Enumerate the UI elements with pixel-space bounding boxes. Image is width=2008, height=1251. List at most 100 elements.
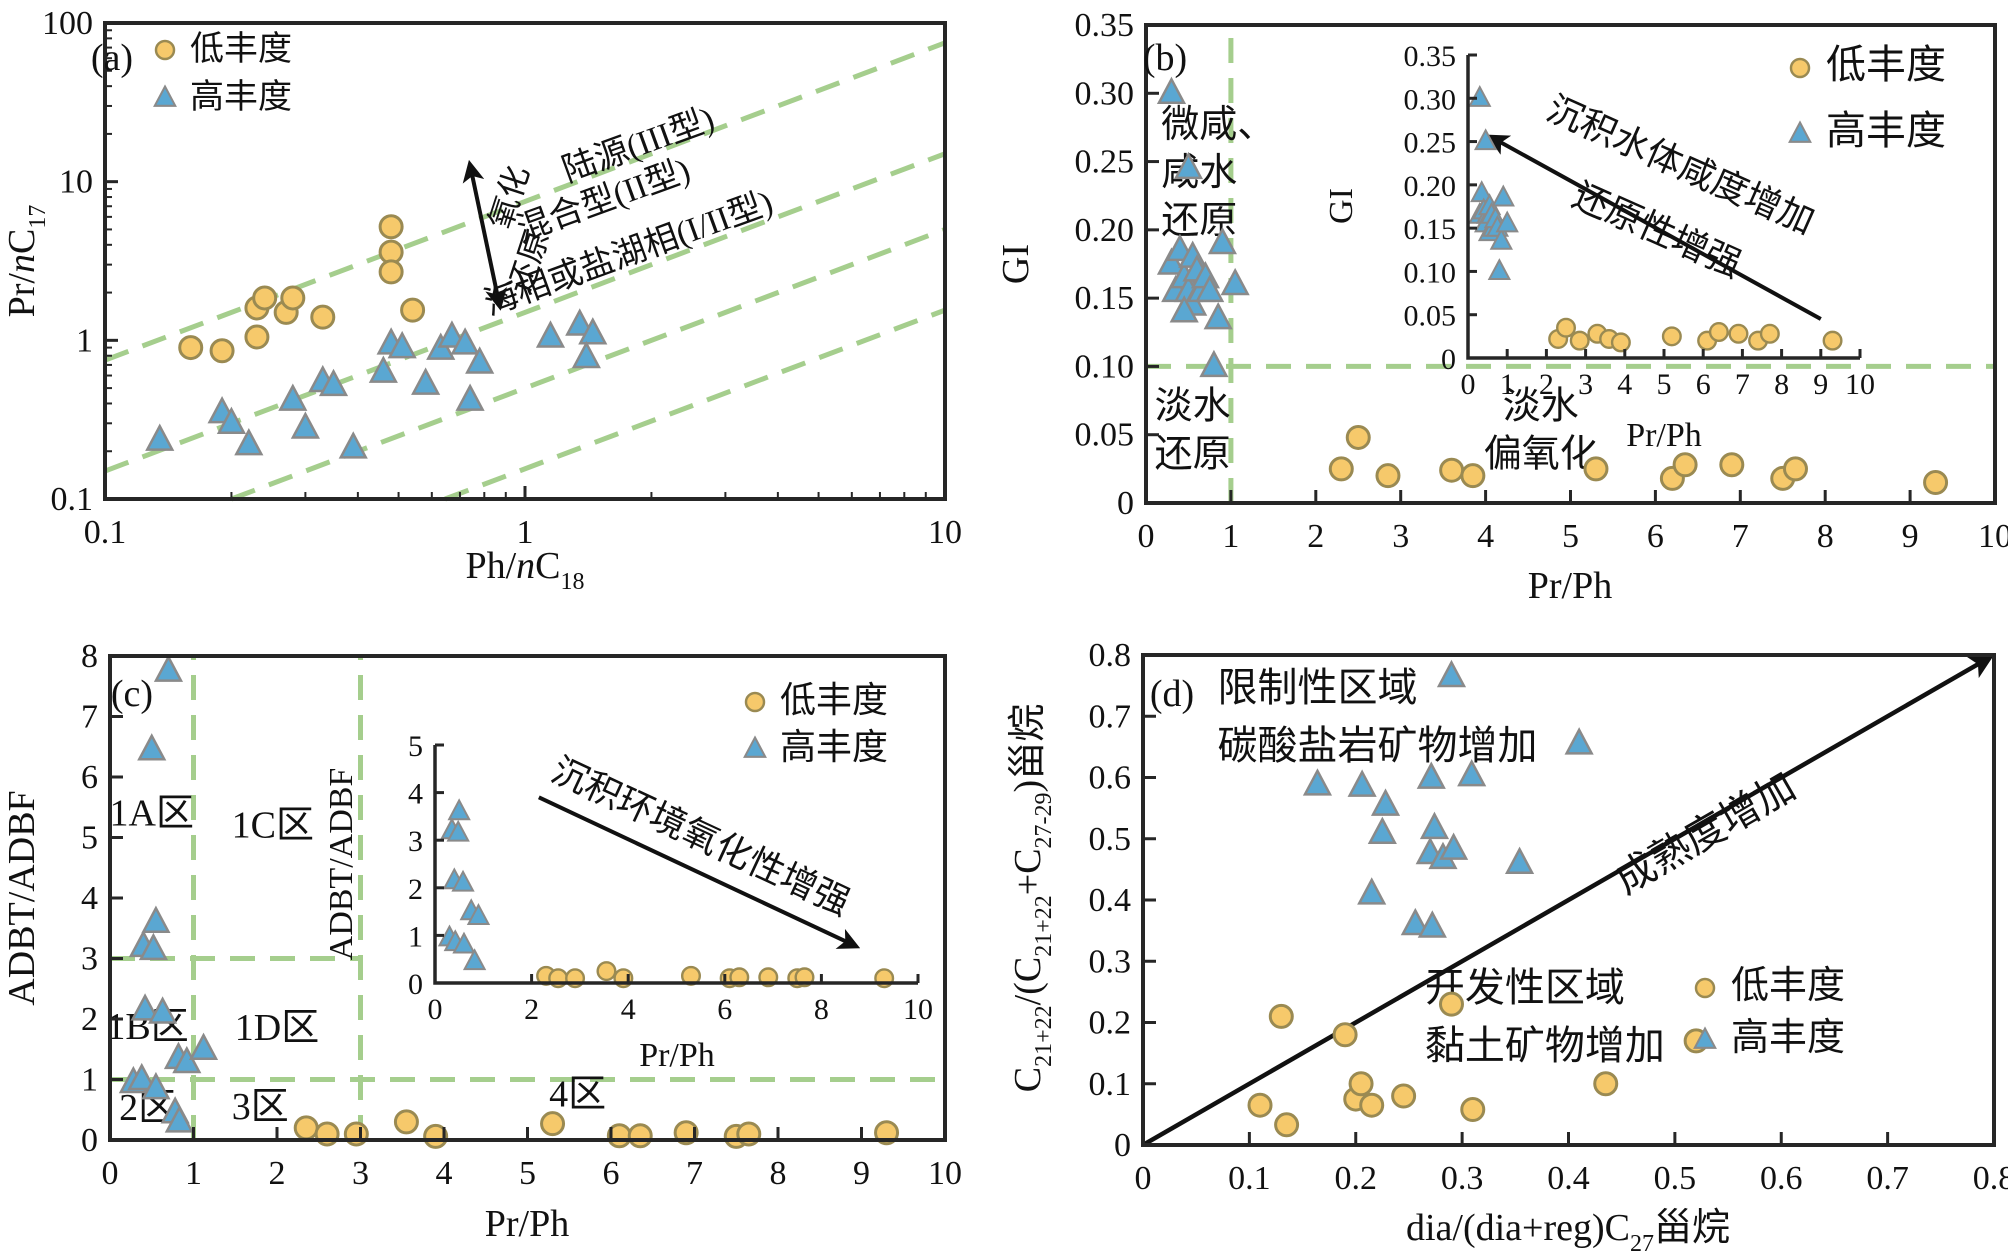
y-tick-label: 0.15 xyxy=(1075,280,1135,317)
x-tick-label: 9 xyxy=(1813,368,1828,401)
trend-arrow xyxy=(1486,134,1822,321)
x-tick-label: 4 xyxy=(1617,368,1632,401)
data-point-low xyxy=(252,285,278,311)
y-tick-label: 0.20 xyxy=(1075,212,1135,249)
legend-label-high: 高丰度 xyxy=(1731,1017,1845,1059)
annotation-text: 成熟度增加 xyxy=(1608,764,1804,903)
x-tick-label: 6 xyxy=(1647,518,1664,555)
data-point-high xyxy=(1439,832,1469,860)
x-tick-label: 3 xyxy=(352,1155,369,1192)
y-axis-title: ADBT/ADBF xyxy=(1,790,43,1005)
y-tick-label: 0.5 xyxy=(1089,821,1132,858)
x-axis-title: Pr/Ph xyxy=(1626,417,1702,454)
x-tick-label: 3 xyxy=(1392,518,1409,555)
x-axis-title: Pr/Ph xyxy=(1528,565,1612,607)
data-point-high xyxy=(172,1045,202,1074)
legend-triangle-icon xyxy=(743,735,767,758)
data-point-low xyxy=(1661,326,1682,347)
guide-dashed-line xyxy=(104,40,946,363)
x-axis-title: Pr/Ph xyxy=(639,1037,715,1074)
data-point-high xyxy=(1419,811,1450,840)
data-point-high xyxy=(1302,768,1333,796)
y-tick-label: 100 xyxy=(42,5,93,42)
data-point-high xyxy=(164,1105,194,1133)
data-point-low xyxy=(1759,323,1780,344)
data-point-low xyxy=(393,1109,419,1135)
x-tick-label: 4 xyxy=(621,993,636,1026)
x-tick-label: 10 xyxy=(1845,368,1875,401)
y-tick-label: 0.4 xyxy=(1089,882,1132,919)
data-point-high xyxy=(571,340,601,369)
data-point-high xyxy=(452,931,476,954)
annotation-text: 限制性区域碳酸盐岩矿物增加 xyxy=(1217,665,1537,768)
data-point-high xyxy=(1173,151,1204,180)
legend-label-high: 高丰度 xyxy=(780,727,888,767)
x-tick-label: 10 xyxy=(928,1155,962,1192)
data-point-low xyxy=(1332,1022,1358,1048)
x-tick-label: 6 xyxy=(717,993,732,1026)
data-point-high xyxy=(565,308,595,336)
y-axis-title: Pr/nC17 xyxy=(1,205,51,318)
x-tick-label: 2 xyxy=(1307,518,1324,555)
annotation-text: 淡水还原 xyxy=(1155,385,1231,475)
x-tick-label: 0.4 xyxy=(1547,1160,1590,1197)
annotation-text: 1A区 xyxy=(110,792,194,834)
data-point-low xyxy=(1593,1071,1619,1097)
data-point-high xyxy=(1436,659,1467,688)
data-point-high xyxy=(137,733,167,761)
x-tick-label: 10 xyxy=(903,993,933,1026)
data-point-high xyxy=(1370,788,1401,816)
y-tick-label: 0.15 xyxy=(1404,213,1457,246)
data-point-low xyxy=(1555,317,1576,338)
data-point-high xyxy=(278,383,308,411)
data-point-high xyxy=(1417,910,1447,938)
data-point-high xyxy=(1489,227,1513,250)
y-tick-label: 5 xyxy=(81,820,98,857)
y-tick-label: 0.25 xyxy=(1404,127,1457,160)
data-point-high xyxy=(466,903,491,925)
data-point-low xyxy=(1391,1083,1417,1109)
y-tick-label: 0.05 xyxy=(1404,300,1457,333)
data-point-low xyxy=(378,214,404,240)
y-axis-title: GI xyxy=(995,244,1037,284)
x-axis-title: Pr/Ph xyxy=(485,1203,569,1245)
legend-label-high: 高丰度 xyxy=(190,78,292,116)
data-point-high xyxy=(387,330,417,359)
data-point-high xyxy=(127,1062,157,1091)
data-point-high xyxy=(1156,76,1187,105)
x-tick-label: 0.7 xyxy=(1866,1160,1909,1197)
data-point-low xyxy=(1460,463,1486,489)
trend-arrow xyxy=(462,159,507,311)
x-tick-label: 0 xyxy=(102,1155,119,1192)
annotation-text: 淡水偏氧化 xyxy=(1484,385,1598,475)
data-point-high xyxy=(153,654,184,682)
data-point-high xyxy=(338,431,368,459)
panel-tag: (a) xyxy=(91,37,133,79)
data-point-low xyxy=(1247,1092,1273,1118)
data-point-high xyxy=(1195,274,1225,303)
legend-circle-icon xyxy=(154,39,176,61)
data-point-high xyxy=(141,905,171,933)
data-point-low xyxy=(1460,1096,1486,1122)
data-point-high xyxy=(1357,877,1387,905)
x-tick-label: 0 xyxy=(1135,1160,1152,1197)
data-point-low xyxy=(1583,456,1609,482)
data-point-high xyxy=(1473,128,1498,151)
data-point-high xyxy=(1367,816,1397,844)
data-point-high xyxy=(446,819,470,842)
data-point-low xyxy=(1728,323,1749,344)
x-tick-label: 2 xyxy=(1539,368,1554,401)
data-point-low xyxy=(1438,991,1464,1017)
y-tick-label: 0.30 xyxy=(1404,83,1457,116)
y-tick-label: 2 xyxy=(408,873,423,906)
y-tick-label: 0.7 xyxy=(1089,698,1132,735)
y-tick-label: 0.1 xyxy=(1089,1066,1132,1103)
x-tick-label: 7 xyxy=(1732,518,1749,555)
data-point-low xyxy=(1708,322,1729,343)
